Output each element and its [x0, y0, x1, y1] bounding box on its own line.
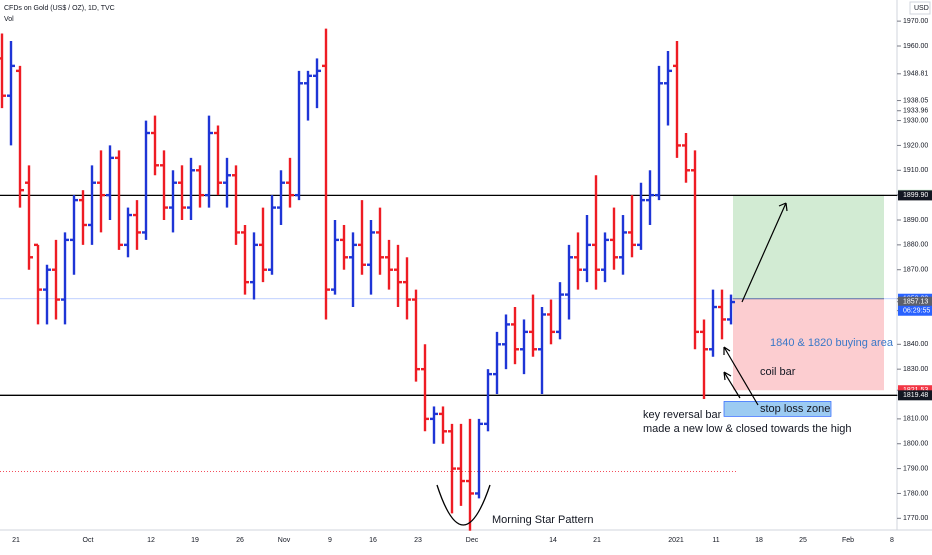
- y-tick-label: 1960.00: [903, 43, 928, 50]
- plot: [0, 28, 897, 531]
- annotation: 1840 & 1820 buying area: [770, 337, 894, 349]
- y-tick-label: 1930.00: [903, 117, 928, 124]
- x-tick-label: Nov: [278, 537, 291, 544]
- x-tick-label: 16: [369, 537, 377, 544]
- stop-loss-box: [723, 401, 832, 417]
- y-tick-bg: [898, 190, 932, 201]
- annotation: coil bar: [760, 366, 796, 378]
- x-tick-label: Feb: [842, 537, 854, 544]
- target-zone: [733, 194, 884, 299]
- stop-zone: [733, 298, 884, 391]
- y-tick-label: 1970.00: [903, 18, 928, 25]
- x-tick-label: 14: [549, 537, 557, 544]
- y-tick-label: 1780.00: [903, 490, 928, 497]
- x-tick-label: 19: [191, 537, 199, 544]
- x-tick-label: Dec: [466, 537, 479, 544]
- annotation: key reversal bar: [643, 409, 722, 421]
- x-tick-label: 18: [755, 537, 763, 544]
- currency: USD: [914, 5, 929, 12]
- y-tick-label: 1770.00: [903, 515, 928, 522]
- target-arrow: [741, 202, 788, 303]
- x-tick-label: Oct: [83, 537, 94, 544]
- x-tick-label: 9: [328, 537, 332, 544]
- y-tick-bg: [898, 390, 932, 401]
- x-tick-label: 23: [414, 537, 422, 544]
- volume-label: Vol: [4, 16, 14, 23]
- y-tick-label: 1933.96: [903, 108, 928, 115]
- y-tick-label: 1920.00: [903, 142, 928, 149]
- x-tick-label: 21: [12, 537, 20, 544]
- y-tick-label: 1890.00: [903, 217, 928, 224]
- y-tick-label: 1857.13: [903, 299, 928, 306]
- x-tick-label: 8: [890, 537, 894, 544]
- y-tick-label: 1948.81: [903, 71, 928, 78]
- y-tick-label: 1899.90: [903, 192, 928, 199]
- coil-arrow: [723, 371, 741, 399]
- countdown-bg: [898, 305, 932, 316]
- chart-title: CFDs on Gold (US$ / OZ), 1D, TVC: [4, 5, 115, 12]
- annotation: made a new low & closed towards the high: [643, 423, 852, 435]
- y-tick-label: 1810.00: [903, 416, 928, 423]
- reversal-arrow: [723, 346, 759, 406]
- y-tick-label: 1910.00: [903, 167, 928, 174]
- x-tick-label: 25: [799, 537, 807, 544]
- currency-box: [909, 1, 931, 15]
- y-tick-bg: [898, 385, 932, 396]
- y-tick-bg: [898, 296, 932, 307]
- y-tick-label: 1819.48: [903, 392, 928, 399]
- y-tick-label: 1938.05: [903, 97, 928, 104]
- y-tick-label: 1870.00: [903, 267, 928, 274]
- star-bracket: [436, 484, 491, 526]
- x-tick-label: 21: [593, 537, 601, 544]
- y-tick-label: 1800.00: [903, 441, 928, 448]
- y-tick-label: 1880.00: [903, 242, 928, 249]
- x-tick-label: 11: [712, 537, 719, 544]
- annotation: stop loss zone: [760, 403, 830, 415]
- x-tick-label: 2021: [668, 537, 684, 544]
- countdown: 06:29:55: [903, 308, 930, 315]
- y-tick-label: 1790.00: [903, 465, 928, 472]
- y-tick-label: 1840.00: [903, 341, 928, 348]
- x-tick-label: 12: [147, 537, 155, 544]
- annotation: Morning Star Pattern: [492, 514, 594, 526]
- y-tick-label: 1830.00: [903, 366, 928, 373]
- x-tick-label: 26: [236, 537, 244, 544]
